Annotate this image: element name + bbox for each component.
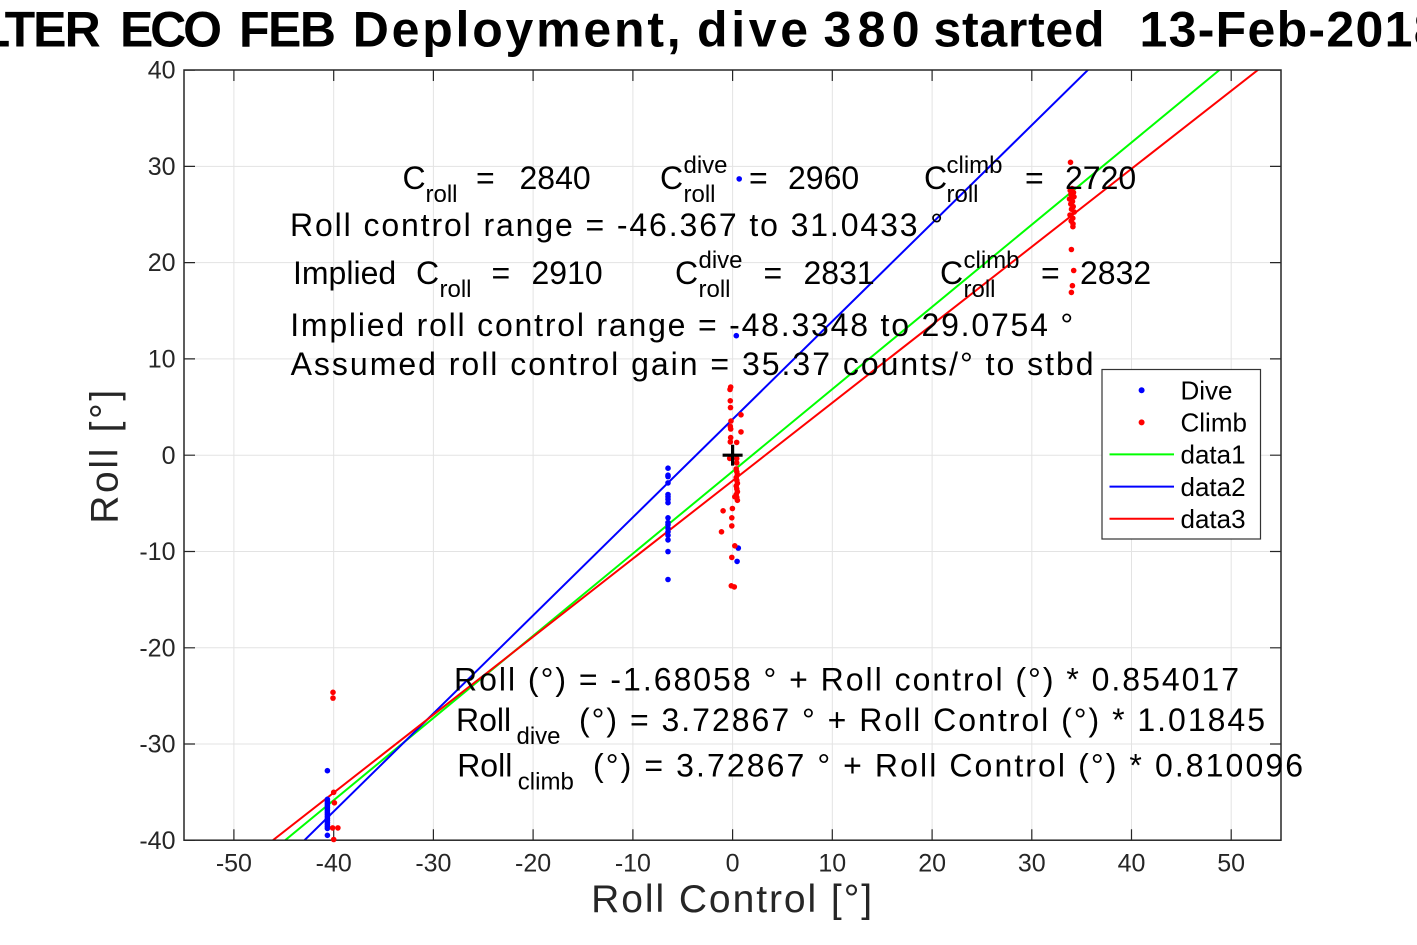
svg-text:data2: data2 bbox=[1181, 472, 1246, 502]
svg-text:Dive: Dive bbox=[1181, 376, 1233, 406]
svg-text:data3: data3 bbox=[1181, 504, 1246, 534]
svg-text:(°) = 3.72867 ° + Roll Control: (°) = 3.72867 ° + Roll Control (°) * 1.0… bbox=[579, 702, 1265, 738]
svg-text:roll: roll bbox=[699, 276, 731, 303]
svg-text:20: 20 bbox=[148, 249, 176, 277]
svg-text:started: started bbox=[934, 2, 1105, 58]
svg-text:-10: -10 bbox=[615, 850, 651, 878]
svg-text:-20: -20 bbox=[515, 850, 551, 878]
svg-text:FEB: FEB bbox=[239, 2, 336, 58]
svg-text:-10: -10 bbox=[139, 538, 175, 566]
svg-text:dive: dive bbox=[684, 152, 728, 179]
svg-text:2910: 2910 bbox=[532, 255, 603, 291]
svg-text:=: = bbox=[1041, 255, 1060, 291]
svg-text:30: 30 bbox=[1018, 850, 1046, 878]
svg-text:-20: -20 bbox=[139, 634, 175, 662]
svg-text:C: C bbox=[675, 255, 698, 291]
svg-text:LTER: LTER bbox=[0, 2, 101, 58]
svg-text:ECO: ECO bbox=[120, 2, 222, 58]
svg-text:roll: roll bbox=[964, 276, 996, 303]
svg-text:roll: roll bbox=[684, 181, 716, 208]
svg-text:Deployment,: Deployment, bbox=[353, 2, 681, 58]
svg-text:2720: 2720 bbox=[1065, 160, 1136, 196]
svg-text:40: 40 bbox=[148, 57, 176, 85]
svg-text:10: 10 bbox=[818, 850, 846, 878]
svg-text:13-Feb-2018: 13-Feb-2018 bbox=[1140, 2, 1417, 58]
svg-text:0: 0 bbox=[726, 850, 740, 878]
svg-text:50: 50 bbox=[1217, 850, 1245, 878]
svg-text:-40: -40 bbox=[139, 827, 175, 855]
svg-text:30: 30 bbox=[148, 153, 176, 181]
svg-text:Roll: Roll bbox=[457, 747, 512, 783]
svg-text:dive: dive bbox=[697, 2, 808, 58]
svg-text:2960: 2960 bbox=[788, 160, 859, 196]
svg-text:=: = bbox=[492, 255, 511, 291]
svg-text:Roll Control [°]: Roll Control [°] bbox=[591, 878, 872, 921]
svg-text:2832: 2832 bbox=[1080, 255, 1151, 291]
svg-text:0: 0 bbox=[162, 442, 176, 470]
svg-text:-30: -30 bbox=[139, 731, 175, 759]
svg-text:40: 40 bbox=[1118, 850, 1146, 878]
svg-text:C: C bbox=[940, 255, 963, 291]
svg-text:=: = bbox=[476, 160, 495, 196]
svg-text:Implied roll control range = -: Implied roll control range = -48.3348 to… bbox=[290, 307, 1073, 343]
svg-text:10: 10 bbox=[148, 346, 176, 374]
svg-text:roll: roll bbox=[426, 181, 458, 208]
svg-text:-40: -40 bbox=[316, 850, 352, 878]
svg-text:roll: roll bbox=[440, 276, 472, 303]
svg-text:C: C bbox=[660, 160, 683, 196]
svg-text:=: = bbox=[1025, 160, 1044, 196]
svg-text:2831: 2831 bbox=[804, 255, 875, 291]
svg-text:dive: dive bbox=[699, 247, 743, 274]
svg-text:Roll (°) = -1.68058 ° + Roll c: Roll (°) = -1.68058 ° + Roll control (°)… bbox=[454, 662, 1239, 698]
svg-text:Assumed roll control gain = 35: Assumed roll control gain = 35.37 counts… bbox=[291, 346, 1094, 382]
svg-text:C: C bbox=[924, 160, 947, 196]
svg-text:380: 380 bbox=[824, 2, 920, 58]
svg-text:Roll: Roll bbox=[456, 702, 511, 738]
svg-text:C: C bbox=[416, 255, 439, 291]
svg-text:=: = bbox=[749, 160, 768, 196]
svg-text:2840: 2840 bbox=[520, 160, 591, 196]
svg-text:=: = bbox=[764, 255, 783, 291]
svg-text:data1: data1 bbox=[1181, 440, 1246, 470]
svg-text:climb: climb bbox=[518, 768, 574, 795]
svg-text:Roll control range = -46.367 t: Roll control range = -46.367 to 31.0433 … bbox=[290, 207, 943, 243]
svg-text:-30: -30 bbox=[415, 850, 451, 878]
svg-text:C: C bbox=[403, 160, 426, 196]
svg-text:Climb: Climb bbox=[1181, 408, 1247, 438]
svg-text:climb: climb bbox=[964, 247, 1020, 274]
svg-text:climb: climb bbox=[947, 152, 1003, 179]
svg-text:-50: -50 bbox=[216, 850, 252, 878]
svg-text:Roll [°]: Roll [°] bbox=[84, 390, 127, 524]
svg-text:dive: dive bbox=[517, 723, 561, 750]
svg-text:20: 20 bbox=[918, 850, 946, 878]
svg-text:Implied: Implied bbox=[293, 255, 396, 291]
svg-text:roll: roll bbox=[947, 181, 979, 208]
